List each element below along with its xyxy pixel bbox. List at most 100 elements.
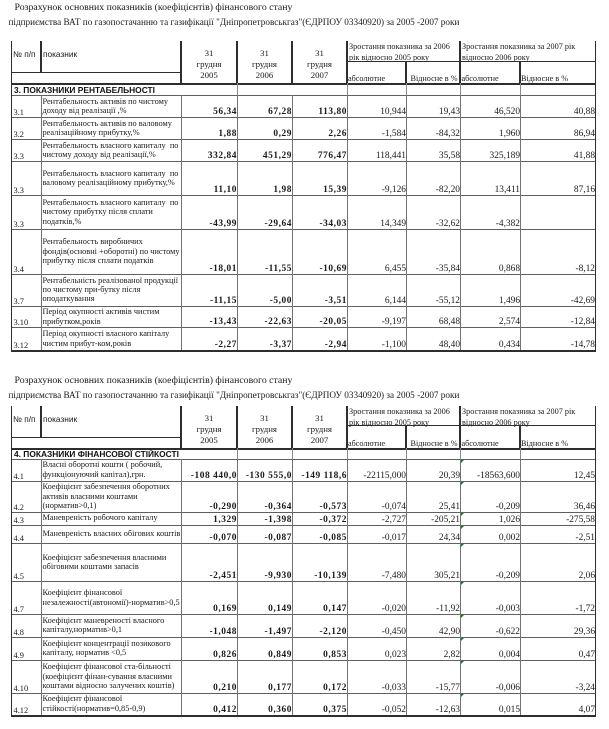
row-4-8-value-6: 29,36 bbox=[573, 626, 595, 637]
header-date-line: грудня bbox=[307, 58, 332, 69]
row-4-2-value-5: -0,209 bbox=[495, 501, 520, 512]
table-grid-line bbox=[236, 406, 238, 448]
row-3-7-value-1: -5,00 bbox=[269, 296, 292, 306]
indicator-line: Період окупності власного капіталу bbox=[42, 329, 170, 339]
header-group-group_2007: Зростання показника за 2007 рік відносно … bbox=[462, 407, 594, 427]
row-3-3-value-5: 325,189 bbox=[489, 151, 520, 161]
row-4-10-value-1: 0,177 bbox=[268, 682, 292, 693]
indicator-line: обіговими коштами запасів bbox=[42, 562, 139, 571]
indicator-line: капіталу,норматив>0,1 bbox=[42, 625, 123, 635]
row-3-1-value-3: 10,944 bbox=[380, 107, 406, 117]
row-4-1-value-5: -18563,600 bbox=[477, 471, 520, 481]
row-3-3-value-0: 332,84 bbox=[207, 151, 237, 161]
row-4-5-value-3: -7,480 bbox=[381, 571, 406, 581]
indicator-line: прибутку після сплати податків bbox=[42, 255, 154, 265]
row-4-12-value-5: 0,015 bbox=[498, 705, 520, 715]
row-line bbox=[11, 350, 596, 352]
cell-flag-triangle-icon bbox=[461, 544, 464, 547]
row-4-10-value-6: -3,24 bbox=[575, 682, 595, 693]
indicator-line: Коефіцієнт фінансової ста-більності bbox=[42, 662, 171, 672]
header-sub-3: Відносне в % bbox=[521, 439, 569, 448]
row-4-8-value-2: -2,120 bbox=[319, 626, 347, 637]
body-column-divider bbox=[347, 458, 348, 715]
row-4-4-indicator: Маневреність власних обігових коштів bbox=[41, 525, 181, 544]
row-4-9-value-3: 0,023 bbox=[384, 650, 406, 660]
row-4-7-value-3: -0,020 bbox=[381, 604, 406, 614]
row-4-3-value-6: -275,58 bbox=[566, 514, 595, 525]
header-group-line: Зростання показника за 2007 рік bbox=[462, 407, 576, 416]
indicator-line: чистому прибутку після сплати bbox=[42, 207, 153, 217]
header-cell-date-2006: 31 грудня 2006 bbox=[237, 406, 292, 450]
row-4-1-value-3: -22115,000 bbox=[363, 471, 406, 481]
row-4-12-value-2: 0,375 bbox=[323, 705, 347, 715]
row-3-3-indicator: Рентабельность власного капиталу по чисто… bbox=[41, 195, 181, 229]
table-grid-line bbox=[519, 425, 521, 448]
table-grid-line bbox=[180, 41, 182, 83]
header-cell-date-2006: 31 грудня 2006 bbox=[237, 41, 292, 85]
row-3-3-value-5: -4,382 bbox=[495, 219, 520, 229]
indicator-line: Період окупності активів чистим bbox=[42, 307, 160, 317]
section-header-profitability: 3. ПОКАЗНИКИ РЕНТАБЕЛЬНОСТІ bbox=[14, 85, 155, 95]
row-line bbox=[11, 481, 596, 482]
section-band-divider bbox=[460, 448, 461, 459]
table-grid-line bbox=[236, 41, 238, 83]
row-4-3-value-2: -0,372 bbox=[319, 514, 347, 525]
row-4-4-value-4: 24,34 bbox=[438, 533, 460, 543]
row-4-12-value-3: -0,052 bbox=[381, 705, 406, 715]
indicator-line: Коефіцієнт фінансової bbox=[42, 694, 123, 704]
row-line bbox=[11, 229, 596, 230]
row-4-7-value-6: -1,72 bbox=[575, 604, 595, 614]
row-3-1-indicator: Рентабельность активів по чистому доходу … bbox=[41, 95, 181, 117]
row-4-2-value-2: -0,573 bbox=[319, 501, 347, 512]
header-sub-1: Відносне в % bbox=[410, 74, 458, 83]
body-column-divider bbox=[520, 95, 521, 350]
header-cell-date-2007: 31 грудня 2007 bbox=[292, 406, 347, 450]
row-4-8-indicator: Коефіцієнт маневреності власного капіталу… bbox=[41, 614, 181, 637]
row-4-7-value-0: 0,169 bbox=[213, 604, 237, 614]
row-4-8-value-4: 42,90 bbox=[438, 626, 460, 637]
header-group-line: Зростання показника за 2007 рік bbox=[462, 42, 576, 51]
row-3-4-value-5: 0,868 bbox=[498, 263, 520, 274]
table-grid-line bbox=[291, 41, 293, 83]
header-cell-indicator: показник bbox=[43, 49, 78, 59]
header-date-line: грудня bbox=[252, 423, 277, 434]
row-3-10-value-2: -20,05 bbox=[319, 317, 347, 327]
cell-flag-triangle-icon bbox=[461, 582, 464, 585]
row-3-7-value-5: 1,496 bbox=[498, 296, 520, 306]
header-sub-0: абсолютне bbox=[348, 439, 386, 448]
cell-flag-triangle-icon bbox=[461, 661, 464, 664]
row-3-3-value-2: 776,47 bbox=[317, 151, 347, 161]
row-3-7-value-4: -55,12 bbox=[435, 296, 460, 306]
row-4-10-num: 4.10 bbox=[13, 683, 29, 693]
row-3-10-value-0: -13,43 bbox=[209, 317, 237, 327]
header-group-line: відносно 2006 року bbox=[462, 417, 530, 427]
indicator-line: функціонуючий капітал),грн. bbox=[42, 469, 146, 479]
row-3-3-num: 3.3 bbox=[13, 220, 24, 229]
row-4-10-indicator: Коефіцієнт фінансової ста-більності (коеф… bbox=[41, 660, 181, 693]
row-line bbox=[11, 524, 596, 526]
row-3-3-num: 3.3 bbox=[13, 186, 24, 195]
row-3-10-indicator: Період окупності активів чистим прибутком… bbox=[41, 306, 181, 327]
row-4-1-num: 4.1 bbox=[13, 472, 24, 481]
row-4-4-value-6: -2,51 bbox=[575, 533, 595, 543]
row-3-4-value-1: -11,55 bbox=[265, 263, 292, 274]
row-line bbox=[11, 543, 596, 544]
header-date-line: грудня bbox=[307, 423, 332, 434]
row-4-1-value-1: -130 555,0 bbox=[245, 471, 292, 481]
row-3-2-num: 3.2 bbox=[13, 130, 24, 139]
row-3-3-value-1: 1,98 bbox=[273, 185, 292, 195]
section-band-divider bbox=[520, 83, 521, 95]
row-3-3-indicator: Рентабельность власного капиталу по чисто… bbox=[41, 139, 181, 161]
row-3-7-num: 3.7 bbox=[13, 297, 24, 306]
row-4-4-num: 4.4 bbox=[13, 534, 24, 543]
row-4-2-num: 4.2 bbox=[13, 502, 24, 512]
row-3-4-value-0: -18,01 bbox=[209, 263, 237, 274]
row-3-3-value-1: -29,64 bbox=[264, 219, 292, 229]
indicator-line: по чистому при-бутку після bbox=[42, 285, 141, 295]
row-4-10-value-2: 0,172 bbox=[323, 682, 347, 693]
row-4-5-value-1: -9,930 bbox=[264, 571, 292, 581]
indicator-line: оподаткування bbox=[42, 294, 95, 304]
table-grid-line bbox=[459, 406, 461, 448]
row-4-8-value-1: -1,497 bbox=[264, 626, 292, 637]
indicator-line: Рентабельность активів по валовому bbox=[42, 118, 172, 128]
